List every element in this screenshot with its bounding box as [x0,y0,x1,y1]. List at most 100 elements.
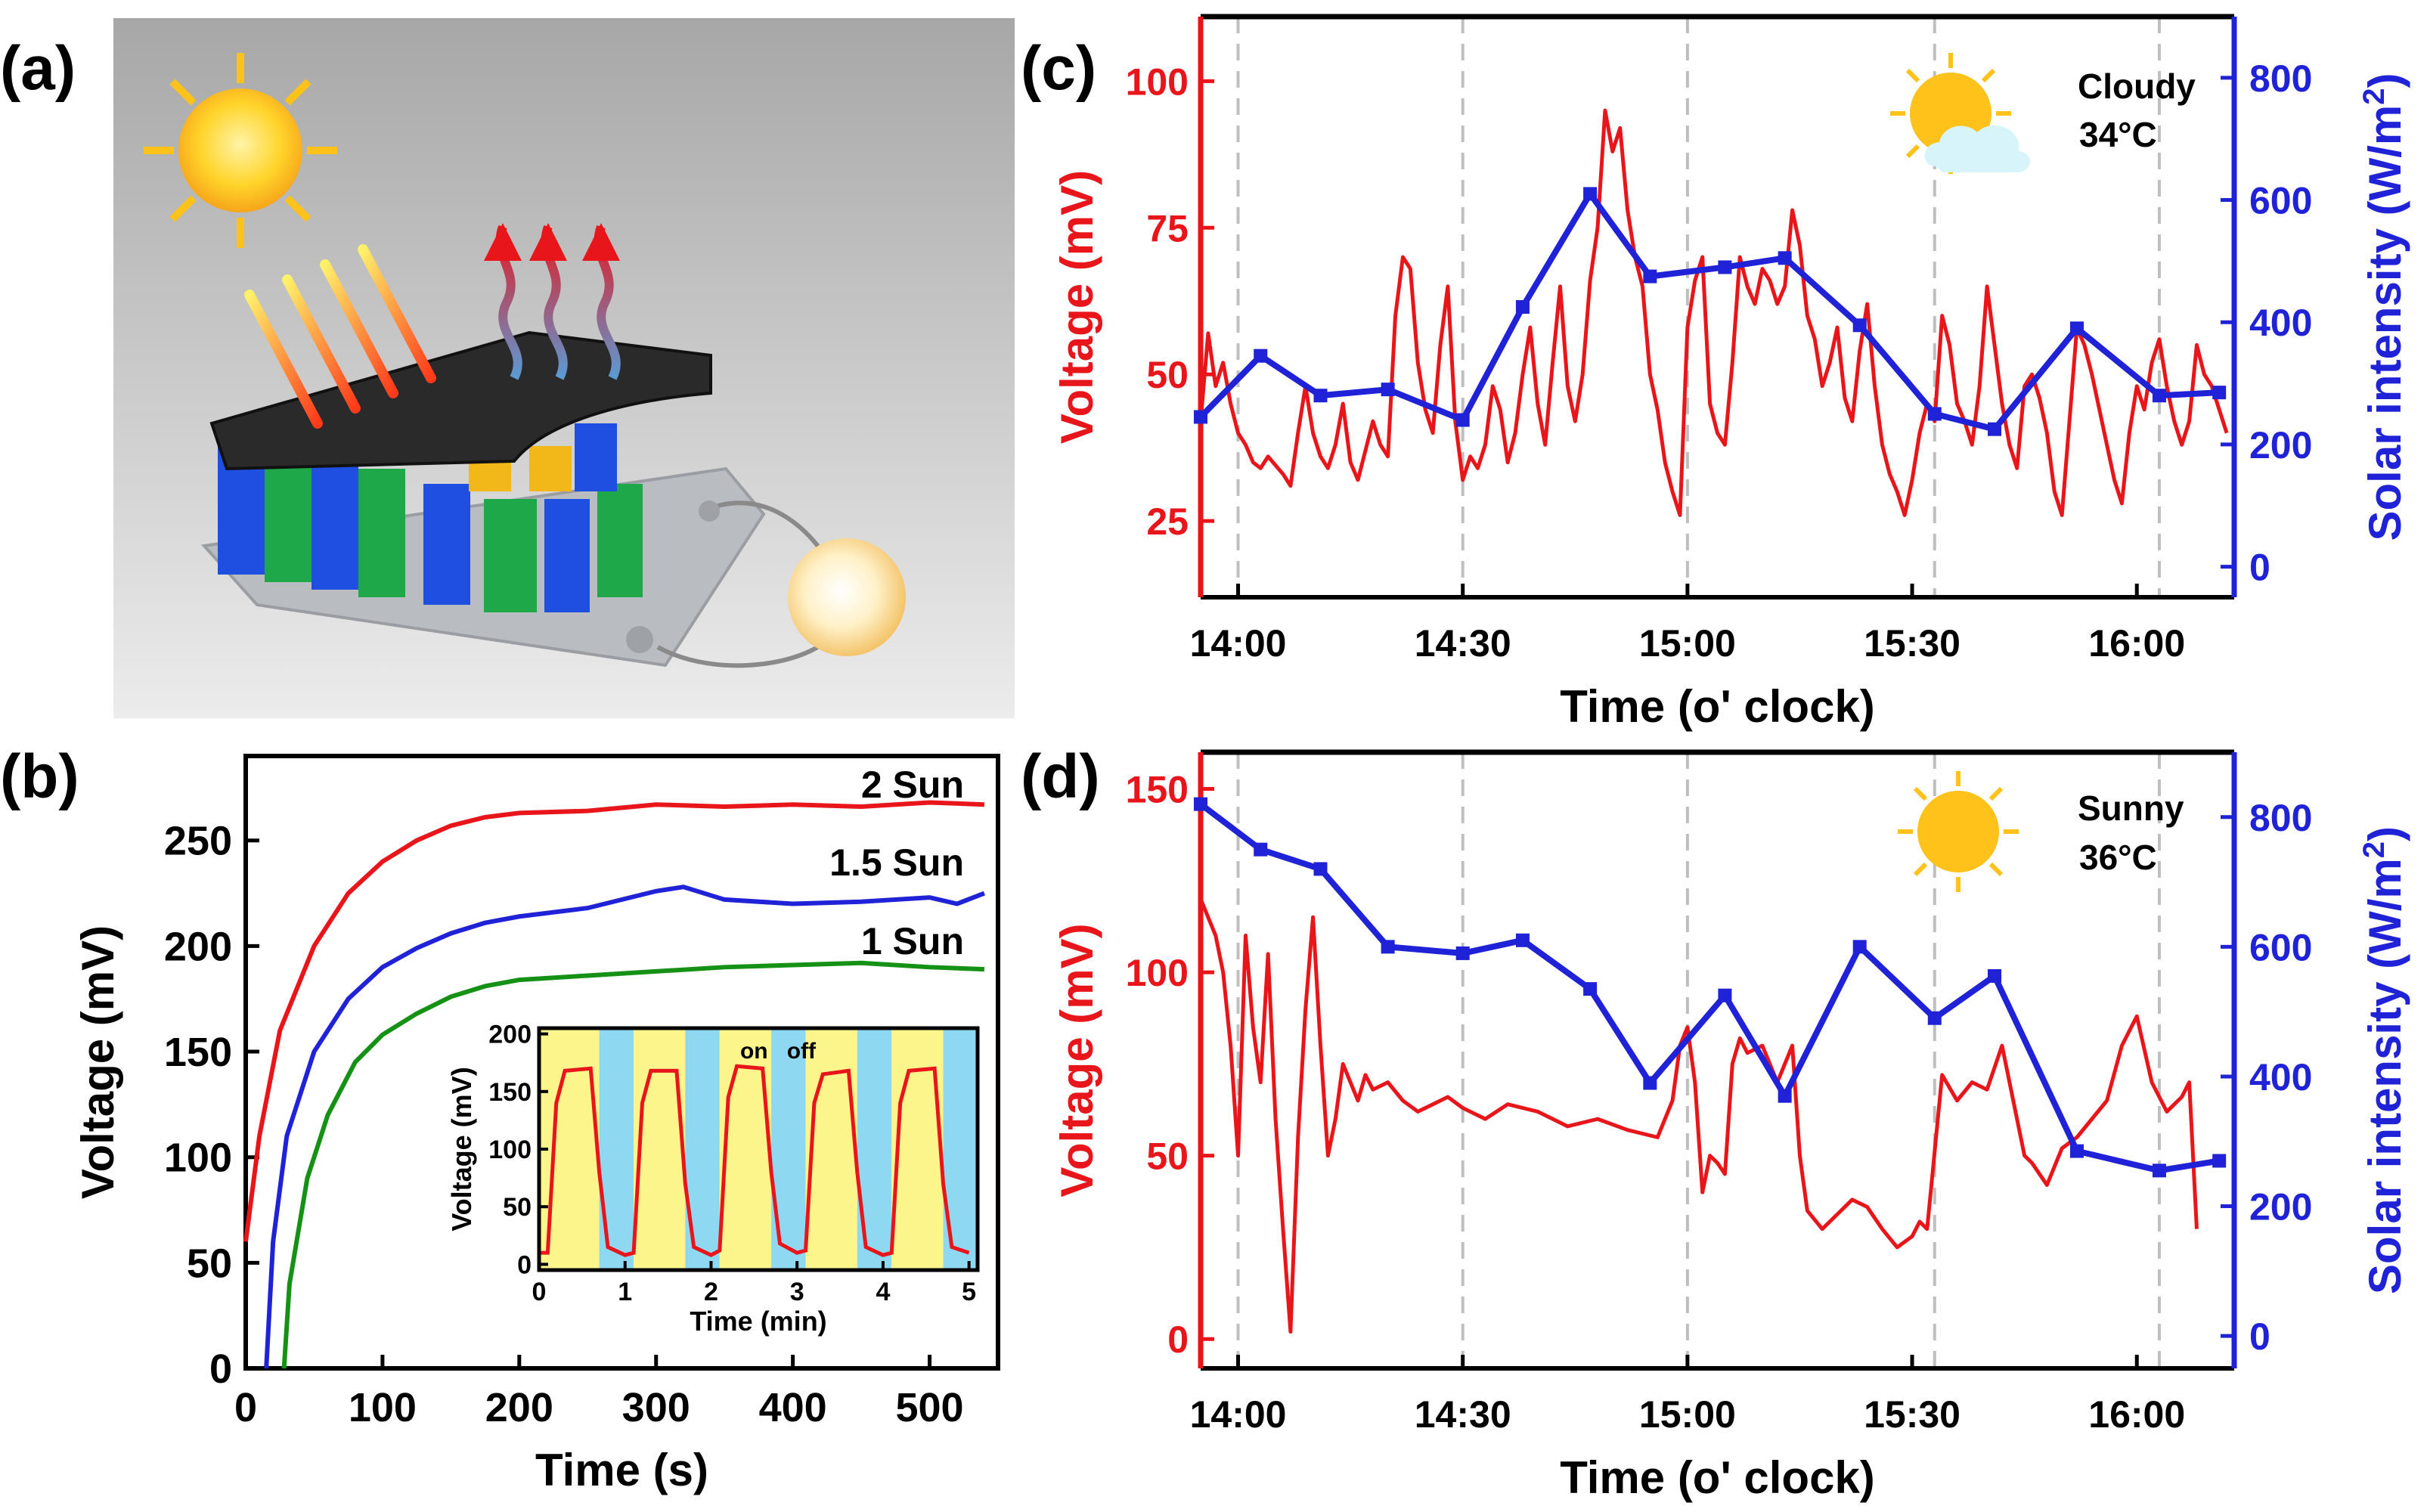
inset-x-tick-label: 1 [618,1278,632,1306]
solar-marker-c [1455,413,1470,427]
series-line-1-sun [281,960,985,1369]
inset-off-label: off [787,1039,817,1064]
inset-shade-off [771,1028,806,1270]
x-tick-label-d: 15:30 [1864,1393,1961,1436]
temperature-label-c: 34°C [2079,115,2157,154]
y2-tick-label-d: 600 [2249,926,2312,968]
y2-tick-label-c: 400 [2249,302,2312,344]
y-tick-label-b: 150 [164,1030,232,1075]
panel-d-label: (d) [1021,742,1100,811]
inset-y-tick-label: 50 [503,1193,532,1222]
thermoelectric-legs [218,423,643,612]
legend-label-b: 2 Sun [861,764,964,806]
x-tick-label-b: 300 [622,1385,690,1430]
solar-marker-c [1778,251,1792,265]
solar-absorber [209,330,712,471]
x-axis-label-c: Time (o' clock) [1560,681,1875,732]
y2-label-close: ) [2360,826,2410,841]
inset-x-tick-label: 5 [962,1278,976,1306]
solar-marker-c [1254,349,1268,363]
legend-label-b: 1.5 Sun [829,841,964,884]
legend-label-b: 1 Sun [861,920,964,962]
y2-tick-label-d: 200 [2249,1186,2312,1228]
weather-label-c: Cloudy [2078,67,2196,106]
series-line-1-5-sun [264,885,985,1369]
panel-d: (d) 14:00 14:30 15:00 15:30 16:00 0 50 100 150 0 2… [1021,742,2410,1503]
solar-line-c [1198,188,2220,433]
y-tick-label-b: 50 [187,1241,232,1286]
solar-marker-c [1194,410,1207,424]
panel-a: (a) [0,18,1015,718]
panel-c-label: (c) [1021,34,1096,103]
inset-shade-on [719,1028,772,1270]
y-axis-label-c: Voltage (mV) [1052,170,1102,444]
inset-shade-off [599,1028,634,1270]
solar-marker-d [2152,1163,2166,1178]
solar-marker-d [1778,1089,1792,1103]
x-tick-label-b: 100 [349,1385,417,1430]
solar-marker-c [1988,422,2002,436]
x-axis-label-b: Time (s) [535,1445,708,1495]
x-tick-label-b: 0 [234,1385,257,1430]
inset-series-line [539,1064,970,1257]
panel-b: (b) 0 100 200 300 400 500050100150200250Time … [0,742,1000,1495]
inset-shade-off [857,1028,892,1270]
inset-x-tick-label: 2 [704,1278,718,1306]
solar-marker-d [1927,1011,1942,1025]
solar-marker-d [1643,1076,1657,1090]
solar-marker-d [1515,933,1530,947]
series-line-2-sun [243,800,985,1242]
y-tick-label-b: 250 [164,819,232,864]
inset-x-axis-label: Time (min) [690,1306,826,1337]
y2-label-superscript: 2 [2357,88,2391,104]
solar-marker-c [1927,407,1942,421]
y2-tick-label-d: 400 [2249,1056,2312,1098]
x-tick-label-c: 14:30 [1415,622,1511,665]
inset-y-axis-label: Voltage (mV) [446,1067,477,1231]
solar-line-d [1198,801,2220,1174]
solar-marker-c [1852,318,1867,333]
heat-arrow-heads [484,223,620,261]
y-tick-label-d: 50 [1146,1136,1189,1178]
solar-marker-d [1194,797,1207,811]
inset-x-tick-label: 4 [876,1278,890,1306]
inset-x-tick-label: 0 [532,1278,547,1306]
inset-shade-on [634,1028,686,1270]
inset-y-tick-label: 100 [488,1136,532,1164]
y2-tick-label-c: 0 [2249,547,2270,589]
y-axis-label-d: Voltage (mV) [1052,923,1102,1197]
y2-tick-label-c: 200 [2249,424,2312,466]
solar-marker-d [1852,940,1867,954]
inset-y-tick-label: 0 [517,1250,532,1279]
y2-axis-label-c: Solar intensity (W/m2) [2357,73,2410,541]
solar-marker-c [2212,386,2227,400]
y-tick-label-d: 0 [1167,1318,1189,1361]
inset-y-tick-label: 150 [488,1078,532,1107]
x-tick-label-d: 16:00 [2088,1393,2185,1436]
y2-tick-label-c: 600 [2249,180,2312,222]
inset-shade-on [805,1028,857,1270]
y-tick-label-c: 75 [1146,207,1189,249]
solar-marker-d [1988,968,2002,983]
solar-marker-c [2152,389,2166,403]
y-tick-label-c: 100 [1126,60,1189,103]
y-tick-label-b: 0 [209,1346,232,1392]
x-axis-label-d: Time (o' clock) [1560,1452,1875,1503]
solar-marker-d [1254,842,1268,857]
solar-marker-d [1313,862,1328,876]
solar-marker-d [1455,946,1470,960]
x-tick-label-b: 400 [759,1385,827,1430]
solar-marker-c [2069,321,2084,336]
solar-marker-c [1583,187,1598,201]
solar-marker-c [1515,300,1530,314]
light-bulb-icon [788,538,906,656]
y2-tick-label-d: 0 [2249,1315,2270,1358]
panel-c: (c) 14:00 14:30 15:00 15:30 16:00 25 50 75 100 0 2… [1021,14,2410,732]
sunlight-rays [244,244,436,429]
sun-icon [144,53,337,248]
solar-marker-d [1718,988,1732,1002]
x-tick-label-b: 200 [485,1385,553,1430]
x-tick-label-c: 15:00 [1639,622,1736,665]
x-tick-label-b: 500 [895,1385,963,1430]
